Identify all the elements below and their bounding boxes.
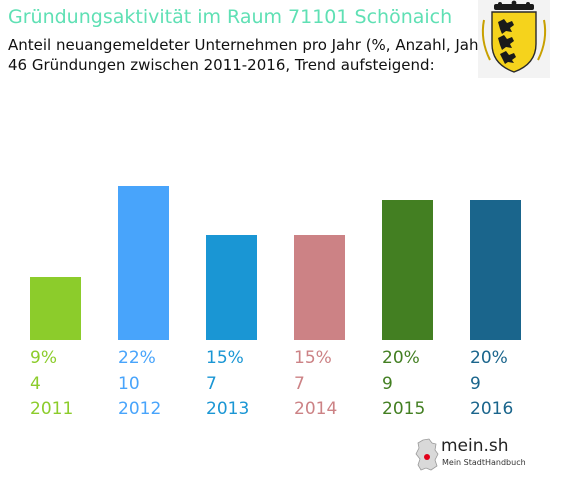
percent-label-2011: 9%	[30, 348, 57, 368]
year-label-2014: 2014	[294, 399, 337, 419]
subtitle-line-1: Anteil neuangemeldeter Unternehmen pro J…	[8, 36, 491, 54]
year-label-2013: 2013	[206, 399, 249, 419]
count-label-2016: 9	[470, 374, 481, 394]
bar-2016	[470, 200, 521, 340]
count-label-2012: 10	[118, 374, 140, 394]
subtitle-line-2: 46 Gründungen zwischen 2011-2016, Trend …	[8, 56, 435, 74]
chart-title: Gründungsaktivität im Raum 71101 Schönai…	[8, 6, 453, 28]
percent-label-2014: 15%	[294, 348, 332, 368]
percent-label-2013: 15%	[206, 348, 244, 368]
logo-tagline: Mein StadtHandbuch	[442, 458, 526, 467]
bar-2014	[294, 235, 345, 340]
mein-sh-logo: mein.sh Mein StadtHandbuch	[414, 434, 526, 474]
percent-label-2012: 22%	[118, 348, 156, 368]
year-label-2011: 2011	[30, 399, 73, 419]
bar-2013	[206, 235, 257, 340]
year-label-2016: 2016	[470, 399, 513, 419]
percent-label-2016: 20%	[470, 348, 508, 368]
year-label-2015: 2015	[382, 399, 425, 419]
bar-2011	[30, 277, 81, 340]
count-label-2011: 4	[30, 374, 41, 394]
bar-2015	[382, 200, 433, 340]
chart-subtitle: Anteil neuangemeldeter Unternehmen pro J…	[8, 35, 491, 75]
bar-2012	[118, 186, 169, 340]
germany-map-icon	[415, 438, 439, 471]
coat-of-arms-icon	[478, 0, 550, 78]
count-label-2015: 9	[382, 374, 393, 394]
count-label-2014: 7	[294, 374, 305, 394]
count-label-2013: 7	[206, 374, 217, 394]
year-label-2012: 2012	[118, 399, 161, 419]
logo-name: mein.sh	[441, 436, 509, 456]
percent-label-2015: 20%	[382, 348, 420, 368]
